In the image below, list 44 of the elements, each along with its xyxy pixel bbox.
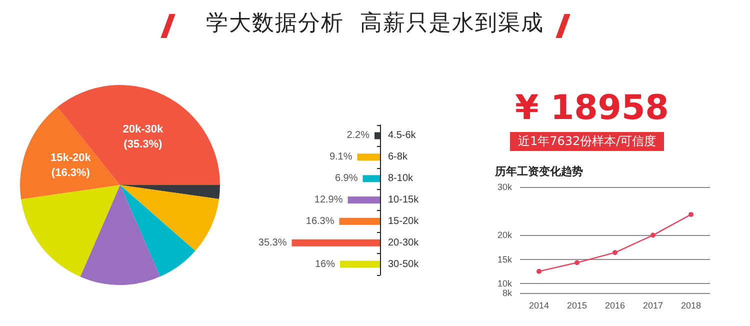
point xyxy=(612,250,618,256)
y-tick-label: 30k xyxy=(497,182,512,192)
chart-title: 历年工资变化趋势 xyxy=(495,164,583,179)
x-tick-label: 2016 xyxy=(604,300,626,310)
x-tick-label: 2015 xyxy=(566,300,588,310)
bar xyxy=(348,196,380,204)
text: 学大数据分析 高薪只是水到渠成 xyxy=(205,10,545,38)
y-tick-label: 8k xyxy=(502,288,512,298)
y-tick-label: 20k xyxy=(497,230,512,240)
y-tick-label: 15-20k xyxy=(388,216,420,227)
y-tick-label: 6-8k xyxy=(388,152,408,163)
bar xyxy=(362,175,380,182)
x-tick-label: 2014 xyxy=(528,300,550,310)
slice-label: 20k-30k xyxy=(122,124,164,136)
data-label: (35.3%) xyxy=(124,138,163,151)
data-label: 2.2% xyxy=(346,130,370,142)
bar xyxy=(374,132,380,140)
data-label: 12.9% xyxy=(314,194,343,206)
data-label: 35.3% xyxy=(258,237,287,248)
y-tick-label: 4.5-6k xyxy=(388,130,417,142)
y-tick-label: 8-10k xyxy=(388,173,414,184)
point xyxy=(574,260,580,266)
y-tick-label: 30-50k xyxy=(388,258,420,270)
y-tick-label: 10-15k xyxy=(388,194,420,206)
bar xyxy=(339,218,380,225)
y-tick-label: 20-30k xyxy=(388,237,420,248)
y-tick-label: 15k xyxy=(497,254,512,264)
y-tick-label: 10k xyxy=(497,278,512,288)
data-label: 6.9% xyxy=(334,173,358,184)
slice-label: 15k-20k xyxy=(50,152,92,164)
bar xyxy=(292,239,380,246)
data-label: (16.3%) xyxy=(51,167,90,180)
data-label: 16.3% xyxy=(306,216,334,227)
point xyxy=(650,232,656,238)
point xyxy=(536,268,542,274)
text: ¥ 18958 xyxy=(515,88,669,128)
text: 近1年7632份样本/可信度 xyxy=(510,132,664,151)
bar xyxy=(357,154,380,161)
x-tick-label: 2017 xyxy=(642,300,664,310)
data-label: 9.1% xyxy=(329,152,352,163)
data-label: 16% xyxy=(314,258,336,270)
point xyxy=(688,212,694,217)
bar xyxy=(340,260,380,268)
x-tick-label: 2018 xyxy=(680,300,702,310)
